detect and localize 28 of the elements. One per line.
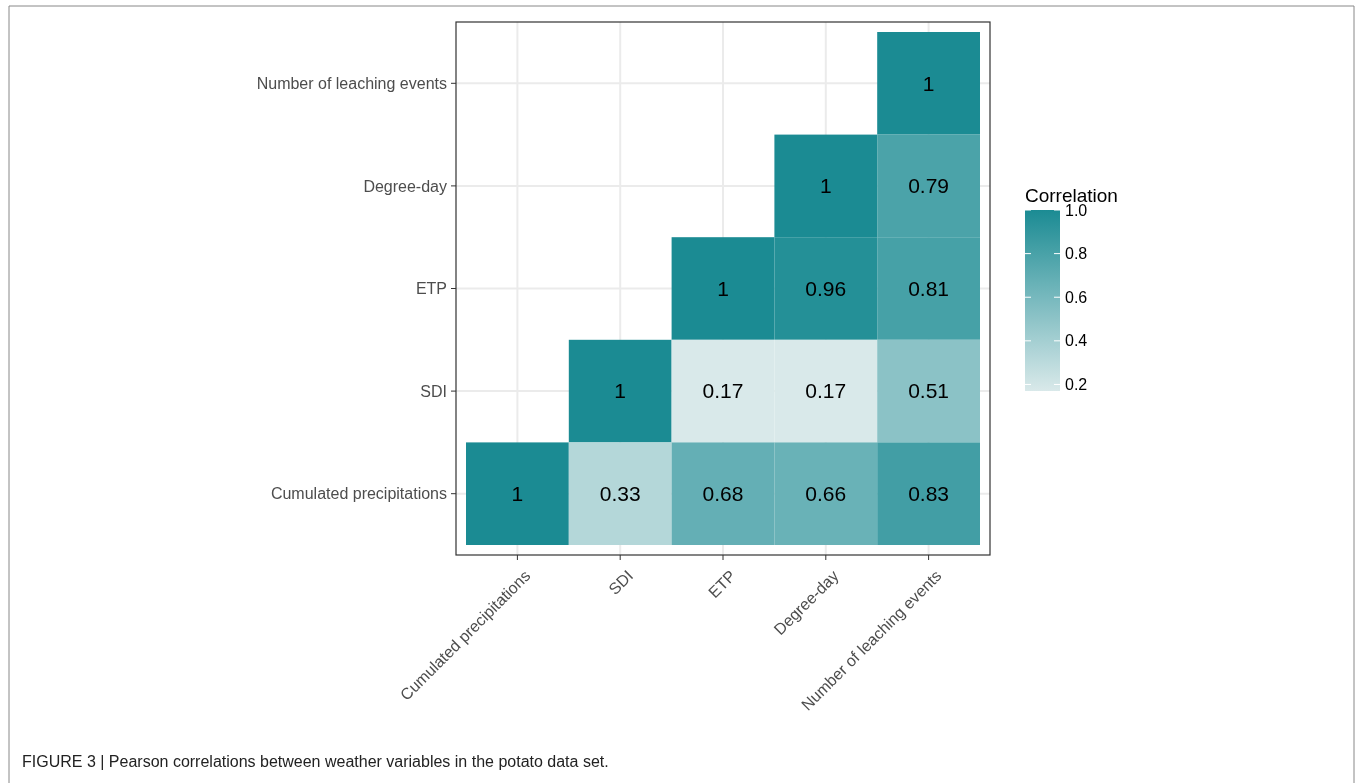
y-tick-label: ETP bbox=[415, 280, 447, 298]
data-label: 0.79 bbox=[908, 174, 950, 198]
color-bar-label: 0.8 bbox=[1065, 245, 1088, 263]
data-label: 0.33 bbox=[599, 482, 641, 506]
x-tick-label: ETP bbox=[705, 567, 740, 602]
data-label: 0.17 bbox=[702, 379, 744, 403]
color-bar-label: 0.2 bbox=[1065, 376, 1088, 394]
data-label: 1 bbox=[614, 379, 627, 403]
data-label: 0.68 bbox=[702, 482, 744, 506]
color-bar-label: 1.0 bbox=[1065, 201, 1088, 219]
data-label: 1 bbox=[819, 174, 832, 198]
data-label: 0.66 bbox=[805, 482, 847, 506]
data-label: 0.51 bbox=[908, 379, 950, 403]
x-tick-label: SDI bbox=[605, 567, 637, 598]
color-bar-label: 0.4 bbox=[1065, 332, 1088, 350]
y-tick-label: Degree-day bbox=[363, 177, 447, 195]
data-label: 1 bbox=[511, 482, 524, 506]
caption: FIGURE 3 | Pearson correlations between weather variables in the potato data set. bbox=[22, 753, 609, 770]
color-bar-label: 0.6 bbox=[1065, 288, 1088, 306]
data-label: 0.83 bbox=[908, 482, 950, 506]
y-tick-label: SDI bbox=[420, 382, 447, 400]
data-label: 0.81 bbox=[908, 276, 950, 300]
data-label: 1 bbox=[717, 276, 729, 300]
y-tick-label: Number of leaching events bbox=[256, 74, 447, 92]
y-tick-label: Cumulated precipitations bbox=[270, 485, 447, 503]
data-label: 0.17 bbox=[805, 379, 847, 403]
data-label: 1 bbox=[922, 71, 935, 95]
data-label: 0.96 bbox=[805, 276, 847, 300]
